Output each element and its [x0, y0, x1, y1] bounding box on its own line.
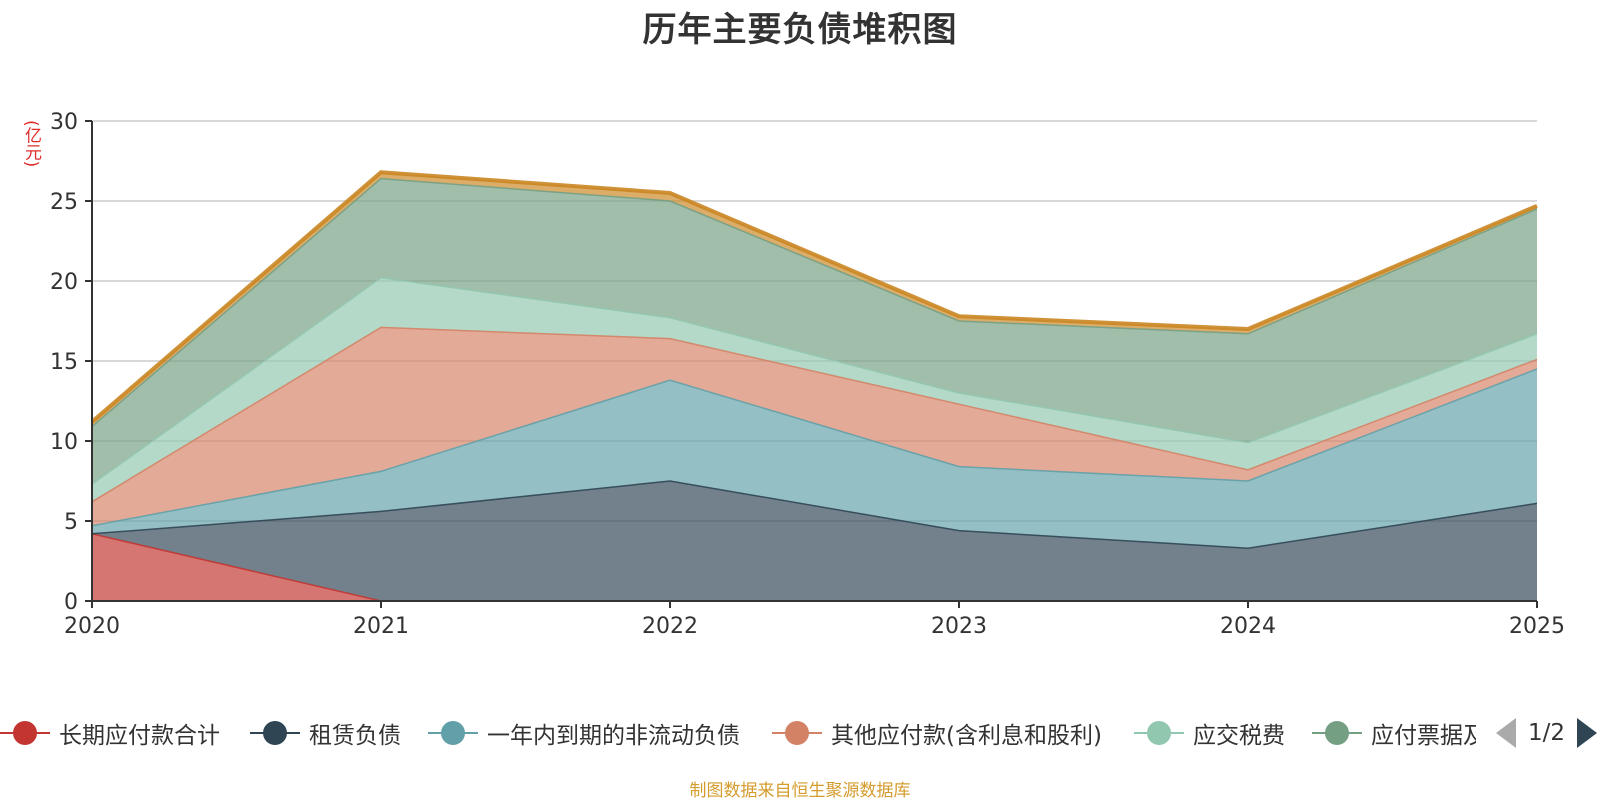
y-tick-label: 25 [50, 190, 78, 215]
legend-marker-icon [1312, 716, 1362, 750]
legend-marker-icon [772, 716, 822, 750]
line-series-租赁负债 [91, 480, 1538, 549]
line-series-一年内到期的非流动负债 [91, 368, 1538, 527]
legend-pager: 1/2 [1496, 716, 1598, 750]
area-series-长期应付款合计 [92, 533, 1537, 601]
area-series-租赁负债 [92, 481, 1537, 601]
x-tick-label: 2024 [1220, 614, 1276, 639]
legend-prev-page-icon[interactable] [1496, 718, 1516, 748]
y-tick-label: 5 [64, 510, 78, 535]
legend-items: 长期应付款合计 租赁负债 一年内到期的非流动负债 其他应付款(含利息和股利) 应交税费 应… [0, 716, 1476, 752]
chart-title: 历年主要负债堆积图 [642, 10, 958, 50]
line-series-应交税费 [91, 277, 1538, 485]
legend-marker-icon [1134, 716, 1184, 750]
area-series-应交税费 [92, 277, 1537, 502]
y-tick-label: 0 [64, 590, 78, 615]
legend-item[interactable]: 应付票据及应付账款 [1312, 716, 1476, 750]
legend-item[interactable]: 长期应付款合计 [0, 716, 220, 750]
x-tick-label: 2021 [353, 614, 409, 639]
legend-label: 一年内到期的非流动负债 [487, 723, 740, 749]
legend-label: 其他应付款(含利息和股利) [831, 723, 1102, 749]
line-series-其他 [90, 170, 1538, 424]
y-tick-label: 30 [50, 110, 78, 135]
line-series-应付票据及应付账款 [91, 177, 1538, 428]
legend-marker-icon [428, 716, 478, 750]
y-tick-label: 15 [50, 350, 78, 375]
legend-item[interactable]: 租赁负债 [250, 716, 401, 750]
legend-item[interactable]: 一年内到期的非流动负债 [428, 716, 740, 750]
area-series-应付票据及应付账款 [92, 178, 1537, 485]
legend-next-page-icon[interactable] [1577, 718, 1598, 748]
area-series-其他应付款(含利息和股利) [92, 327, 1537, 526]
y-tick-label: 20 [50, 270, 78, 295]
legend-item[interactable]: 应交税费 [1134, 716, 1285, 750]
legend-marker-icon [250, 716, 300, 750]
x-tick-label: 2022 [642, 614, 698, 639]
source-note: 制图数据来自恒生聚源数据库 [689, 781, 911, 801]
legend-item[interactable]: 其他应付款(含利息和股利) [772, 716, 1102, 750]
y-tick-label: 10 [50, 430, 78, 455]
legend-label: 应付票据及应付账款 [1371, 723, 1476, 749]
legend-page-indicator: 1/2 [1528, 720, 1566, 746]
legend: 长期应付款合计 租赁负债 一年内到期的非流动负债 其他应付款(含利息和股利) 应交税费 应… [0, 716, 1600, 752]
legend-label: 应交税费 [1193, 723, 1285, 749]
x-tick-label: 2020 [64, 614, 120, 639]
legend-label: 租赁负债 [309, 723, 401, 749]
x-tick-label: 2025 [1509, 614, 1565, 639]
line-series-其他应付款(含利息和股利) [91, 326, 1538, 503]
legend-marker-icon [0, 716, 50, 750]
legend-label: 长期应付款合计 [59, 723, 220, 749]
y-axis-unit-label: (亿元) [21, 120, 41, 168]
x-tick-label: 2023 [931, 614, 987, 639]
